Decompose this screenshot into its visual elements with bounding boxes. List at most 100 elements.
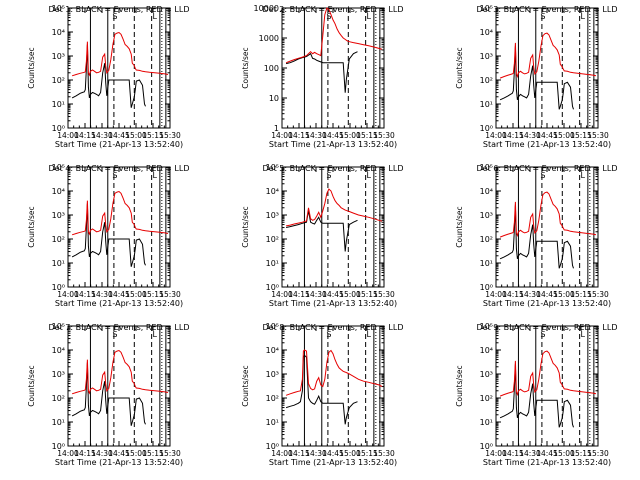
x-tick-label: 15:15 <box>142 131 164 140</box>
plot-frame <box>67 7 171 129</box>
x-tick-label: 14:30 <box>305 131 327 140</box>
y-tick-label: 10000 <box>254 4 279 13</box>
x-tick-label: 14:15 <box>288 131 310 140</box>
s-marker-label: S <box>112 171 117 180</box>
chart-panel-4: 10⁰10¹10²10³10⁴10⁵14:0014:1514:3014:4515… <box>27 163 189 308</box>
plot-frame <box>281 166 385 288</box>
x-axis-label: Start Time (21-Apr-13 13:52:40) <box>483 458 611 467</box>
x-tick-label: 15:30 <box>587 131 609 140</box>
x-tick-label: 14:45 <box>536 290 558 299</box>
y-tick-label: 10⁴ <box>266 346 279 355</box>
s-marker-label: S <box>540 171 545 180</box>
x-tick-label: 14:00 <box>485 131 507 140</box>
l-marker-label: L <box>580 12 585 21</box>
y-axis-label: Counts/sec <box>241 47 250 88</box>
plot-frame <box>67 166 171 288</box>
l-marker-label: L <box>366 171 371 180</box>
x-tick-label: 14:45 <box>108 290 130 299</box>
x-tick-label: 15:15 <box>570 290 592 299</box>
marker-box <box>373 325 381 447</box>
y-tick-label: 10⁰ <box>52 124 65 133</box>
y-axis-label: Counts/sec <box>455 365 464 406</box>
y-tick-label: 10⁰ <box>480 124 493 133</box>
s-marker-label: S <box>326 12 331 21</box>
x-tick-label: 14:15 <box>288 290 310 299</box>
x-tick-label: 15:00 <box>125 290 147 299</box>
x-axis-label: Start Time (21-Apr-13 13:52:40) <box>55 140 183 149</box>
x-tick-label: 15:30 <box>159 131 181 140</box>
plot-frame <box>495 7 599 129</box>
y-tick-label: 1 <box>274 124 279 133</box>
panel-title: Det 6: BLACK = Events, RED = LLD <box>477 164 618 173</box>
marker-box <box>587 7 595 129</box>
l-marker-label: L <box>152 330 157 339</box>
chart-panel-5: 10⁰10¹10²10³10⁴10⁵14:0014:1514:3014:4515… <box>241 163 403 308</box>
marker-box <box>373 7 381 129</box>
s-marker-label: S <box>540 12 545 21</box>
y-tick-label: 10² <box>52 76 65 85</box>
series-line-events <box>71 44 146 108</box>
y-tick-label: 10⁵ <box>52 163 65 172</box>
y-tick-label: 10³ <box>480 52 493 61</box>
plot-frame <box>495 325 599 447</box>
y-tick-label: 10² <box>266 235 279 244</box>
x-tick-label: 14:30 <box>305 449 327 458</box>
x-tick-label: 14:45 <box>322 290 344 299</box>
x-tick-label: 15:30 <box>373 131 395 140</box>
x-tick-label: 15:00 <box>125 131 147 140</box>
series-line-lld <box>285 7 383 64</box>
panel-title: Det 3: BLACK = Events, RED = LLD <box>477 5 618 14</box>
x-tick-label: 14:00 <box>271 131 293 140</box>
y-tick-label: 10⁰ <box>480 442 493 451</box>
panel-title: Det 1: BLACK = Events, RED = LLD <box>49 5 190 14</box>
chart-panel-1: 10⁰10¹10²10³10⁴10⁵14:0014:1514:3014:4515… <box>27 4 189 149</box>
s-marker-label: S <box>112 12 117 21</box>
x-tick-label: 15:15 <box>356 449 378 458</box>
x-tick-label: 14:30 <box>519 131 541 140</box>
marker-box <box>587 325 595 447</box>
y-tick-label: 10⁵ <box>480 163 493 172</box>
marker-box <box>159 325 167 447</box>
y-tick-label: 100 <box>264 64 279 73</box>
l-marker-label: L <box>580 171 585 180</box>
marker-box <box>373 166 381 288</box>
series-line-events <box>285 51 358 93</box>
plot-frame <box>281 7 385 129</box>
l-marker-label: L <box>366 12 371 21</box>
s-marker-label: S <box>326 330 331 339</box>
chart-panel-3: 10⁰10¹10²10³10⁴10⁵14:0014:1514:3014:4515… <box>455 4 617 149</box>
y-tick-label: 10² <box>52 235 65 244</box>
x-tick-label: 15:00 <box>339 449 361 458</box>
plot-frame <box>495 166 599 288</box>
y-tick-label: 10⁵ <box>480 4 493 13</box>
marker-box <box>159 166 167 288</box>
series-line-lld <box>71 31 169 77</box>
x-tick-label: 15:00 <box>553 449 575 458</box>
panel-title: Det 8: BLACK = Events, RED = LLD <box>263 323 404 332</box>
series-line-lld <box>499 32 597 79</box>
x-tick-label: 15:15 <box>356 131 378 140</box>
x-tick-label: 14:15 <box>288 449 310 458</box>
y-tick-label: 10⁴ <box>266 187 279 196</box>
x-tick-label: 14:30 <box>91 290 113 299</box>
x-tick-label: 14:15 <box>74 131 96 140</box>
series-line-lld <box>71 349 169 395</box>
x-tick-label: 14:00 <box>271 449 293 458</box>
x-axis-label: Start Time (21-Apr-13 13:52:40) <box>269 458 397 467</box>
series-line-events <box>71 203 146 267</box>
y-tick-label: 10⁵ <box>480 322 493 331</box>
plot-frame <box>67 325 171 447</box>
x-tick-label: 15:00 <box>553 290 575 299</box>
x-tick-label: 14:15 <box>502 449 524 458</box>
y-axis-label: Counts/sec <box>27 206 36 247</box>
x-tick-label: 14:45 <box>108 449 130 458</box>
y-tick-label: 10⁰ <box>266 442 279 451</box>
y-tick-label: 10¹ <box>480 418 493 427</box>
series-line-lld <box>285 349 383 396</box>
y-tick-label: 10⁴ <box>480 187 493 196</box>
series-line-events <box>285 210 358 252</box>
x-tick-label: 14:30 <box>91 131 113 140</box>
x-tick-label: 14:15 <box>74 290 96 299</box>
x-tick-label: 14:30 <box>91 449 113 458</box>
